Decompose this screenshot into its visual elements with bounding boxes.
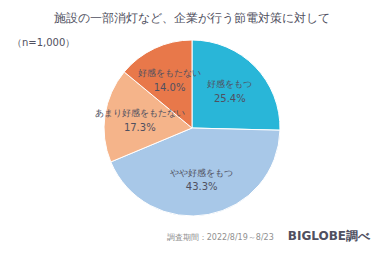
html-text:（n=1,000）: （n=1,000） xyxy=(12,37,76,48)
svg-text:43.3%: 43.3% xyxy=(186,181,218,192)
svg-text:好感をもつ: 好感をもつ xyxy=(207,79,252,89)
html-text:調査期間：2022/8/19～8/23: 調査期間：2022/8/19～8/23 xyxy=(166,233,274,242)
svg-text:17.3%: 17.3% xyxy=(124,122,156,133)
svg-text:好感をもたない: 好感をもたない xyxy=(138,68,201,78)
html-text:施設の一部消灯など、企業が行う節電対策に対して: 施設の一部消灯など、企業が行う節電対策に対して xyxy=(54,11,330,25)
html-text:BIGLOBE調べ: BIGLOBE調べ xyxy=(287,229,370,243)
svg-text:14.0%: 14.0% xyxy=(154,82,186,93)
svg-text:やや好感をもつ: やや好感をもつ xyxy=(170,168,233,178)
svg-text:あまり好感をもたない: あまり好感をもたない xyxy=(95,108,185,118)
svg-text:25.4%: 25.4% xyxy=(214,93,246,104)
